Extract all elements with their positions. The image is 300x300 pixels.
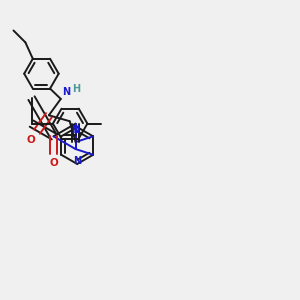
Text: N: N [73,157,81,166]
Text: H: H [72,85,80,94]
Text: N: N [72,124,80,135]
Text: N: N [62,87,70,98]
Text: O: O [49,158,58,168]
Text: O: O [27,135,35,145]
